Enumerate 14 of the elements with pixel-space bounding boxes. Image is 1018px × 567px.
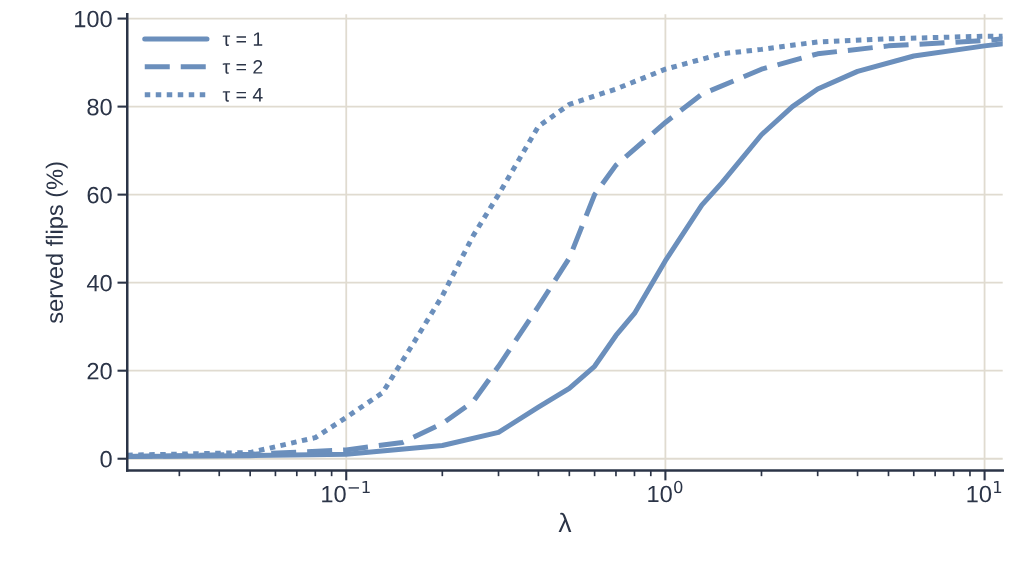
- y-axis-title: served flips (%): [45, 162, 68, 324]
- y-tick-label: 0: [100, 450, 112, 468]
- y-tick-label: 40: [86, 274, 112, 292]
- y-tick-label: 80: [87, 98, 112, 116]
- x-tick-label: 10$^{−1}$: [322, 481, 370, 503]
- legend-label: τ = 2: [222, 60, 263, 74]
- legend-label: τ = 1: [222, 32, 263, 46]
- x-tick-label: 10$^{1}$: [967, 481, 1002, 503]
- legend-label: τ = 4: [222, 88, 263, 102]
- y-tick-label: 20: [87, 362, 112, 380]
- x-tick-label: 10$^{0}$: [648, 480, 683, 503]
- x-axis-title: λ: [558, 512, 572, 532]
- y-tick-label: 60: [87, 186, 112, 204]
- y-tick-label: 100: [75, 10, 112, 28]
